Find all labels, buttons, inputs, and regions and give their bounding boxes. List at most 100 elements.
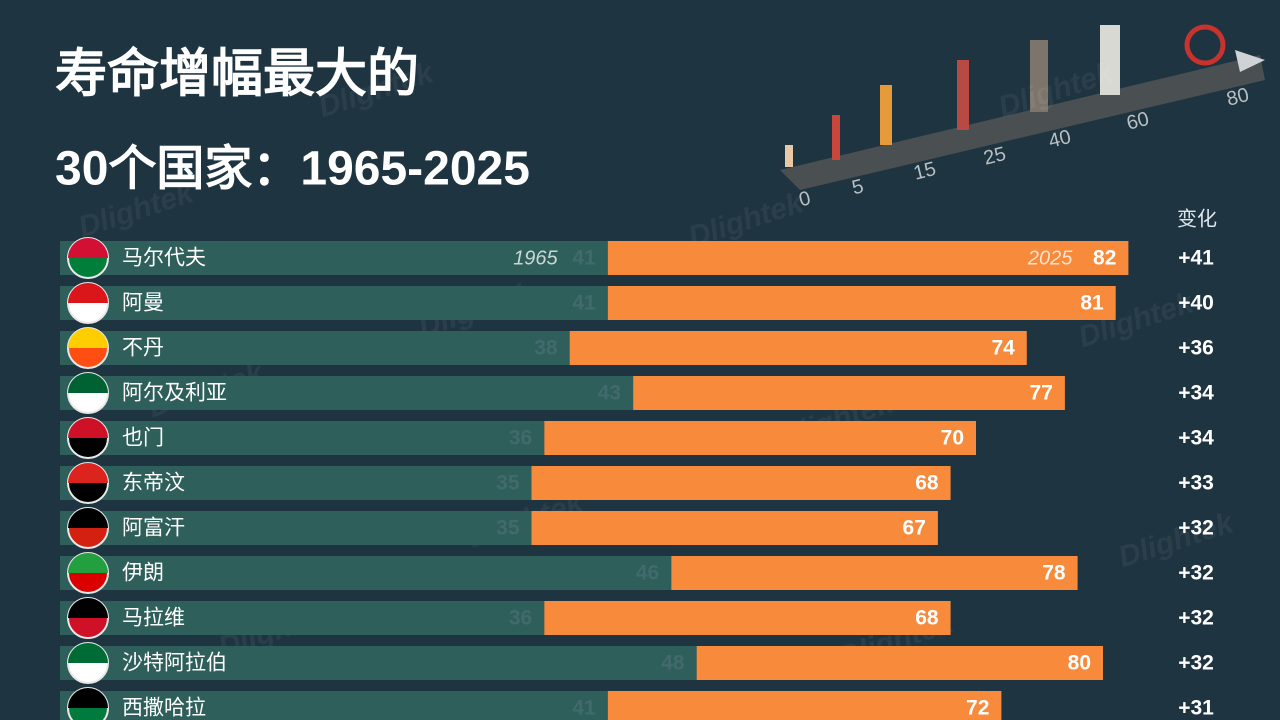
- value-2025: 77: [1030, 382, 1053, 405]
- illustration-label: 40: [1046, 126, 1073, 153]
- flag-band: [68, 688, 108, 708]
- change-label: +31: [1178, 697, 1214, 720]
- bar-2025: [607, 691, 1002, 720]
- flag-band: [68, 553, 108, 573]
- country-label: 阿尔及利亚: [122, 382, 227, 405]
- change-label: +34: [1178, 427, 1214, 450]
- bar-1965: [60, 241, 608, 275]
- country-label: 西撒哈拉: [122, 697, 206, 720]
- series-label: 2025: [1027, 247, 1073, 269]
- illustration: [780, 24, 1265, 190]
- change-label: +32: [1178, 517, 1214, 540]
- bar-1965: [60, 511, 532, 545]
- figure: [1030, 40, 1048, 112]
- bar-2025: [569, 331, 1027, 365]
- value-2025: 78: [1042, 562, 1066, 585]
- country-label: 也门: [122, 427, 164, 450]
- country-label: 不丹: [122, 337, 164, 360]
- wheelchair: [1184, 24, 1226, 66]
- flag-band: [68, 643, 108, 663]
- rows: 马尔代夫 41 82 +41 1965 2025 阿曼 41 81 +40 不丹 38 74 +36 阿尔及…: [60, 237, 1214, 720]
- bar-1965: [60, 691, 608, 720]
- value-2025: 81: [1080, 292, 1104, 315]
- illustration-label: 5: [850, 175, 866, 199]
- chart-title: 寿命增幅最大的: [55, 45, 419, 104]
- value-1965: 38: [534, 337, 558, 360]
- bar-2025: [544, 421, 976, 455]
- timeline-ground: [780, 55, 1265, 190]
- flag-band: [68, 598, 108, 618]
- country-label: 马尔代夫: [122, 247, 206, 270]
- bar-2025: [531, 511, 938, 545]
- value-1965: 41: [572, 697, 596, 720]
- value-2025: 80: [1068, 652, 1091, 675]
- value-2025: 68: [915, 607, 939, 630]
- bar-1965: [60, 286, 608, 320]
- value-1965: 41: [572, 292, 596, 315]
- country-label: 阿曼: [122, 292, 164, 315]
- bar-1965: [60, 421, 545, 455]
- bar-1965: [60, 466, 532, 500]
- flag-band: [68, 373, 108, 393]
- country-label: 东帝汶: [122, 472, 185, 495]
- value-2025: 70: [941, 427, 964, 450]
- series-label: 1965: [513, 247, 558, 269]
- bar-2025: [696, 646, 1103, 680]
- bar-2025: [671, 556, 1078, 590]
- value-2025: 74: [991, 337, 1015, 360]
- value-1965: 35: [496, 517, 520, 540]
- value-1965: 35: [496, 472, 520, 495]
- flag-band: [68, 283, 108, 303]
- change-label: +32: [1178, 607, 1214, 630]
- value-2025: 67: [903, 517, 926, 540]
- bar-1965: [60, 646, 697, 680]
- change-label: +32: [1178, 652, 1214, 675]
- illustration-label: 60: [1124, 108, 1151, 135]
- bar-2025: [607, 241, 1129, 275]
- figure: [957, 60, 969, 130]
- figure: [880, 85, 892, 145]
- figure: [785, 145, 793, 167]
- value-1965: 48: [661, 652, 685, 675]
- value-2025: 68: [915, 472, 939, 495]
- bar-2025: [531, 466, 951, 500]
- change-header: 变化: [1177, 207, 1217, 230]
- change-label: +36: [1178, 337, 1214, 360]
- illustration-label: 80: [1224, 84, 1251, 111]
- value-1965: 41: [572, 247, 596, 270]
- flag-band: [68, 418, 108, 438]
- bar-1965: [60, 331, 570, 365]
- value-2025: 72: [966, 697, 989, 720]
- flag-band: [68, 238, 108, 258]
- value-1965: 46: [636, 562, 659, 585]
- chart-subtitle: 30个国家：1965-2025: [55, 143, 530, 196]
- country-label: 马拉维: [122, 607, 185, 630]
- flag-band: [68, 463, 108, 483]
- figure: [1100, 25, 1120, 95]
- flag-band: [68, 508, 108, 528]
- illustration-label: 25: [981, 143, 1008, 170]
- figure: [832, 115, 840, 160]
- flag-band: [68, 328, 108, 348]
- bar-1965: [60, 376, 634, 410]
- change-label: +41: [1178, 247, 1214, 270]
- bar-1965: [60, 556, 672, 590]
- arrow-head: [1235, 50, 1265, 72]
- illustration-label: 15: [911, 158, 938, 185]
- bar-2025: [544, 601, 951, 635]
- change-label: +33: [1178, 472, 1214, 495]
- country-label: 阿富汗: [122, 517, 185, 540]
- value-2025: 82: [1093, 247, 1116, 270]
- change-label: +32: [1178, 562, 1214, 585]
- change-label: +34: [1178, 382, 1214, 405]
- bar-2025: [607, 286, 1116, 320]
- illustration-labels: 0 5 15 25 40 60 80: [797, 84, 1252, 211]
- change-label: +40: [1178, 292, 1214, 315]
- country-label: 沙特阿拉伯: [122, 652, 227, 675]
- bar-1965: [60, 601, 545, 635]
- illustration-label: 0: [797, 187, 813, 211]
- value-1965: 36: [509, 427, 532, 450]
- value-1965: 36: [509, 607, 532, 630]
- value-1965: 43: [598, 382, 621, 405]
